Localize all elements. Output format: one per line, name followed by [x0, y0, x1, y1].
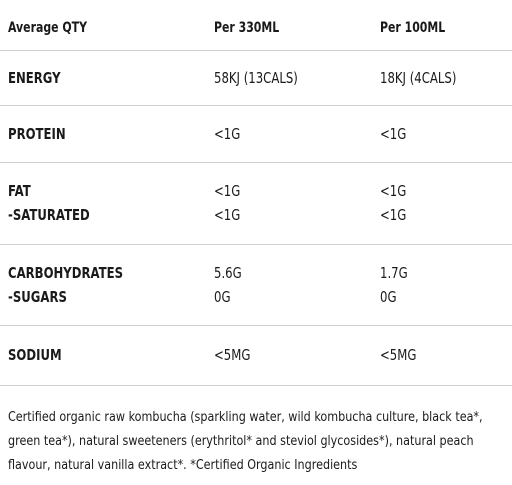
header-cell: Per 100ML [380, 20, 446, 36]
row-divider [0, 50, 512, 51]
ingredients-line: green tea*), natural sweeteners (erythri… [8, 434, 474, 449]
nutrient-value: <1G [214, 206, 241, 224]
nutrient-value: 0G [214, 287, 231, 306]
nutrient-value: 5.6G [214, 263, 242, 282]
nutrient-value: <1G [214, 182, 241, 200]
row-divider [0, 162, 512, 163]
nutrient-value: <5MG [380, 346, 417, 364]
nutrient-value: <1G [380, 206, 407, 224]
row-divider [0, 105, 512, 106]
row-divider [0, 325, 512, 326]
nutrient-value: 1.7G [380, 263, 408, 282]
nutrient-value: 0G [380, 287, 397, 306]
header-cell: Average QTY [8, 20, 88, 36]
row-divider [0, 385, 512, 386]
nutrient-label: -SATURATED [8, 206, 90, 224]
nutrient-value: <5MG [214, 346, 251, 364]
nutrient-value: 58KJ (13CALS) [214, 68, 298, 87]
ingredients-line: Certified organic raw kombucha (sparklin… [8, 410, 483, 425]
ingredients-line: flavour, natural vanilla extract*. *Cert… [8, 458, 358, 473]
nutrient-value: <1G [380, 124, 407, 143]
nutrient-label: PROTEIN [8, 124, 66, 143]
row-divider [0, 244, 512, 245]
nutrient-value: <1G [214, 124, 241, 143]
nutrient-label: -SUGARS [8, 287, 67, 306]
nutrient-value: 18KJ (4CALS) [380, 68, 457, 87]
header-cell: Per 330ML [214, 20, 280, 36]
nutrient-value: <1G [380, 182, 407, 200]
nutrient-label: ENERGY [8, 68, 61, 87]
nutrient-label: SODIUM [8, 346, 62, 364]
nutrient-label: CARBOHYDRATES [8, 263, 124, 282]
nutrient-label: FAT [8, 182, 31, 200]
